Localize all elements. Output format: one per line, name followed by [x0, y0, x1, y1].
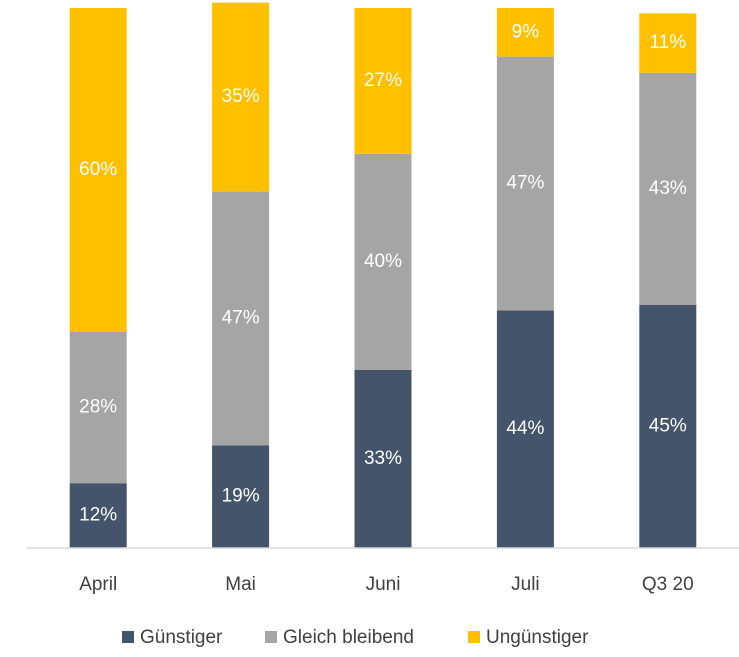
value-label: 33%	[364, 448, 402, 469]
bar-segment	[496, 8, 554, 57]
bar-segment	[639, 72, 697, 305]
bar-segment	[354, 369, 412, 548]
value-label: 60%	[79, 159, 117, 180]
value-label: 35%	[222, 86, 260, 107]
bar-segment	[354, 153, 412, 370]
value-label: 12%	[79, 505, 117, 526]
legend-swatch	[468, 631, 480, 643]
bar-segment	[212, 445, 270, 548]
bar-segment	[69, 332, 127, 484]
bar-segment	[212, 191, 270, 446]
bar-segment	[639, 13, 697, 73]
bar-segment	[212, 2, 270, 192]
x-tick-label: Juli	[511, 574, 540, 595]
value-label: 45%	[649, 416, 687, 437]
x-tick-label: April	[79, 574, 117, 595]
x-tick-label: Juni	[366, 574, 401, 595]
value-label: 44%	[506, 418, 544, 439]
legend-label: Ungünstiger	[486, 627, 589, 648]
value-label: 27%	[364, 70, 402, 91]
bar-segment	[69, 8, 127, 332]
value-label: 47%	[506, 173, 544, 194]
bar-segment	[496, 56, 554, 311]
bar-segment	[639, 305, 697, 548]
bar-segment	[496, 310, 554, 548]
value-label: 19%	[222, 486, 260, 507]
value-label: 28%	[79, 397, 117, 418]
value-label: 11%	[649, 32, 686, 53]
x-tick-label: Q3 20	[642, 574, 694, 595]
value-label: 43%	[649, 178, 687, 199]
legend-label: Günstiger	[140, 627, 223, 648]
legend-swatch	[122, 631, 134, 643]
x-tick-label: Mai	[225, 574, 256, 595]
value-label: 40%	[364, 251, 402, 272]
bar-segment	[354, 8, 412, 154]
value-label: 47%	[222, 308, 260, 329]
legend-label: Gleich bleibend	[283, 627, 414, 648]
value-label: 9%	[512, 21, 540, 42]
legend-swatch	[265, 631, 277, 643]
bar-segment	[69, 483, 127, 548]
